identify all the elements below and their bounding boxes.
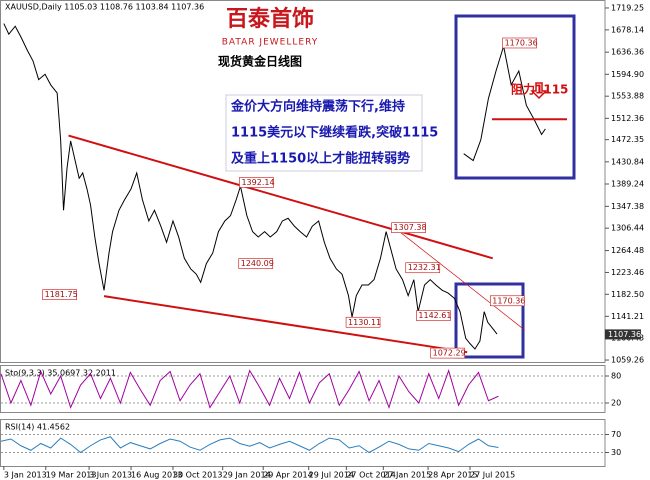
price-label: 1240.09: [241, 259, 274, 268]
price-line: [0, 368, 499, 410]
price-label: 1392.14: [241, 178, 274, 187]
y-tick-label: 1182.50: [611, 290, 644, 299]
price-label-box: [238, 258, 274, 269]
last-price-box: [605, 329, 641, 340]
y-tick-label: 1347.38: [611, 202, 644, 211]
x-tick-label: 29 Jan 2014: [223, 471, 271, 480]
y-tick-label: 1141.21: [611, 312, 644, 321]
y-tick-label: 1472.35: [611, 135, 644, 144]
price-label: 1232.31: [408, 263, 441, 272]
y-tick-label: 1719.25: [611, 3, 644, 12]
x-tick-label: 27 Jan 2015: [383, 471, 431, 480]
main-panel: [0, 0, 606, 363]
x-tick-label: 19 Mar 2013: [46, 471, 97, 480]
price-label: 1307.38: [394, 223, 427, 232]
comment-line: 1115美元以下继续看跌,突破1115: [231, 125, 438, 141]
x-tick-label: 27 Oct 2014: [346, 471, 395, 480]
y-tick-label: 80: [611, 372, 621, 381]
price-line: [3, 23, 498, 350]
price-label-box: [430, 347, 465, 359]
price-label: 1142.61: [418, 311, 451, 320]
price-label: 1072.29: [433, 349, 466, 358]
logo: 百泰首饰: [226, 6, 314, 32]
y-tick-label: 1678.14: [611, 25, 644, 34]
trend-line: [68, 134, 494, 260]
price-label-box: [42, 289, 77, 301]
zoom-box: [454, 282, 525, 359]
y-tick-label: 30: [611, 448, 621, 457]
comment-line: 及重上1150以上才能扭转弱势: [231, 151, 410, 167]
y-tick-label: 20: [611, 399, 621, 408]
sto-panel: [0, 365, 606, 413]
price-line: [463, 46, 546, 162]
y-tick-label: 70: [611, 430, 621, 439]
x-tick-label: 29 Jul 2014: [309, 471, 354, 480]
y-tick-label: 1430.84: [611, 157, 644, 166]
price-label-box: [391, 222, 426, 233]
last-price: 1107.36: [608, 330, 641, 339]
x-tick-label: 16 Aug 2013: [131, 471, 182, 480]
x-tick-label: 28 Apr 2015: [428, 471, 477, 480]
panel-label: XAUUSD,Daily 1105.03 1108.76 1103.84 110…: [5, 3, 204, 12]
price-label-box: [502, 37, 537, 49]
trend-line: [103, 295, 468, 354]
comment-line: 金价大方向维持震荡下行,维持: [230, 99, 405, 115]
panel-label: Sto(9,3,3) 35.0697 32.2011: [5, 369, 116, 378]
x-tick-label: 27 Jul 2015: [470, 471, 515, 480]
y-tick-label: 1389.24: [611, 180, 644, 189]
price-label: 1170.36: [492, 296, 525, 305]
y-tick-label: 1264.48: [611, 246, 644, 255]
y-tick-label: 1223.46: [611, 268, 644, 277]
price-label-box: [416, 310, 451, 321]
panel-label: RSI(14) 41.4562: [5, 423, 70, 432]
y-tick-label: 1636.36: [611, 48, 644, 57]
y-tick-label: 1059.26: [611, 356, 644, 365]
y-tick-label: 1306.44: [611, 224, 644, 233]
y-tick-label: 1594.90: [611, 70, 644, 79]
price-label-box: [345, 316, 381, 328]
x-tick-label: 3 Jun 2013: [89, 471, 132, 480]
x-tick-label: 29 Apr 2014: [263, 471, 312, 480]
logo-sub: BATAR JEWELLERY: [222, 38, 319, 48]
price-label-box: [490, 295, 525, 307]
x-tick-label: 3 Jan 2013: [4, 471, 47, 480]
price-label: 1170.36: [505, 38, 538, 47]
price-label-box: [239, 177, 274, 188]
x-tick-label: 30 Oct 2013: [173, 471, 222, 480]
y-tick-label: 1512.36: [611, 114, 644, 123]
price-label: 1181.75: [45, 290, 78, 299]
price-label: 1130.11: [348, 318, 381, 327]
rsi-panel: [0, 419, 606, 467]
resistance-label: 阻力1115: [511, 82, 568, 97]
trend-line: [395, 228, 525, 331]
chart-title: 现货黄金日线图: [218, 54, 302, 69]
comment-box: [225, 94, 423, 172]
down-arrow: [530, 82, 548, 100]
price-label-box: [405, 262, 441, 274]
y-tick-label: 1553.88: [611, 92, 644, 101]
price-line: [0, 436, 499, 454]
